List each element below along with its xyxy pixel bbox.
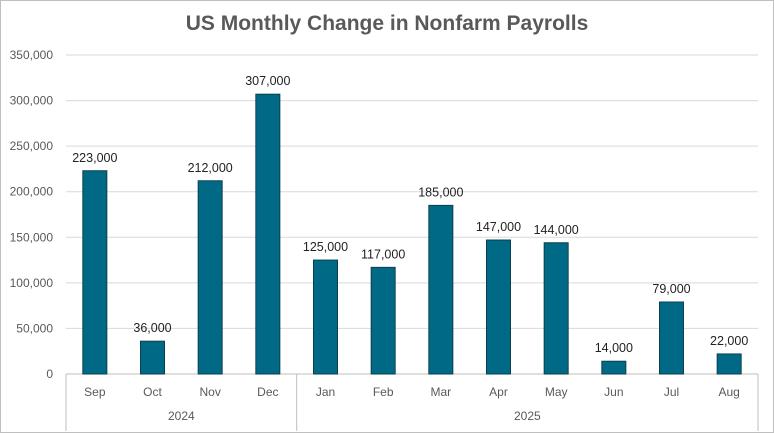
bar-jun <box>601 360 627 375</box>
data-label: 147,000 <box>476 220 521 234</box>
chart-title: US Monthly Change in Nonfarm Payrolls <box>185 12 589 35</box>
x-tick-label: Dec <box>257 385 278 399</box>
data-label: 307,000 <box>245 74 290 88</box>
y-tick-label: 0 <box>46 367 53 381</box>
group-label-2024: 2024 <box>168 409 195 423</box>
bar-feb <box>370 266 396 375</box>
y-tick-label: 300,000 <box>10 94 54 108</box>
x-tick-label: Feb <box>373 385 394 399</box>
bar-apr <box>486 239 511 375</box>
bar-mar <box>428 204 454 375</box>
bar-jan <box>313 259 338 375</box>
bar-sep <box>82 170 108 375</box>
bar-aug <box>716 353 742 375</box>
data-label: 223,000 <box>72 151 117 165</box>
x-tick-label: Apr <box>489 385 508 399</box>
y-tick-label: 250,000 <box>10 139 54 153</box>
data-label: 212,000 <box>188 161 233 175</box>
bar-jul <box>659 301 684 375</box>
group-label-2025: 2025 <box>514 409 541 423</box>
x-tick-label: Jan <box>316 385 335 399</box>
data-label: 144,000 <box>534 223 579 237</box>
y-tick-label: 100,000 <box>10 276 54 290</box>
y-tick-label: 200,000 <box>10 185 54 199</box>
x-tick-label: Mar <box>430 385 451 399</box>
x-tick-label: May <box>545 385 568 399</box>
x-tick-label: Oct <box>143 385 162 399</box>
data-label: 117,000 <box>361 247 405 261</box>
data-label: 36,000 <box>133 321 171 335</box>
x-tick-label: Jun <box>604 385 623 399</box>
data-label: 22,000 <box>710 334 748 348</box>
bar-may <box>543 242 569 375</box>
bar-nov <box>197 180 223 375</box>
x-tick-label: Aug <box>718 385 739 399</box>
y-tick-label: 150,000 <box>10 230 54 244</box>
y-tick-label: 50,000 <box>16 321 53 335</box>
data-label: 14,000 <box>595 341 633 355</box>
y-tick-label: 350,000 <box>10 48 54 62</box>
bar-dec <box>255 93 281 375</box>
data-label: 125,000 <box>303 240 348 254</box>
x-tick-label: Nov <box>199 385 220 399</box>
x-tick-label: Sep <box>84 385 106 399</box>
data-label: 79,000 <box>652 282 690 296</box>
bar-oct <box>140 340 165 375</box>
x-tick-label: Jul <box>664 385 679 399</box>
data-label: 185,000 <box>418 185 463 199</box>
